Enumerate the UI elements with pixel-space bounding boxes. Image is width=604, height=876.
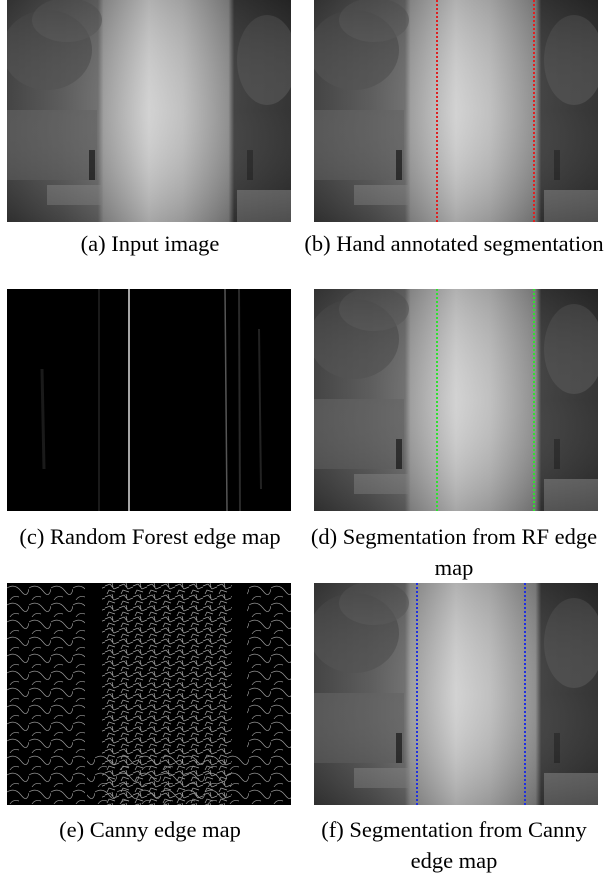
canny-segmentation-image [314, 583, 598, 805]
canny-edge-map [7, 583, 291, 805]
figure: {"figure": {"panels": [ {"caption": "(a)… [0, 0, 604, 873]
caption: (d) Segmentation from RF edge map [304, 521, 604, 583]
rf-edge-map [7, 289, 291, 511]
caption: (f) Segmentation from Canny edge map [304, 814, 604, 876]
caption: (b) Hand annotated segmentation [304, 228, 604, 259]
caption: (a) Input image [0, 228, 300, 259]
hand-annotated-image [314, 0, 598, 222]
input-image [7, 0, 291, 222]
caption: (e) Canny edge map [0, 814, 300, 845]
caption: (c) Random Forest edge map [0, 521, 300, 552]
rf-segmentation-image [314, 289, 598, 511]
